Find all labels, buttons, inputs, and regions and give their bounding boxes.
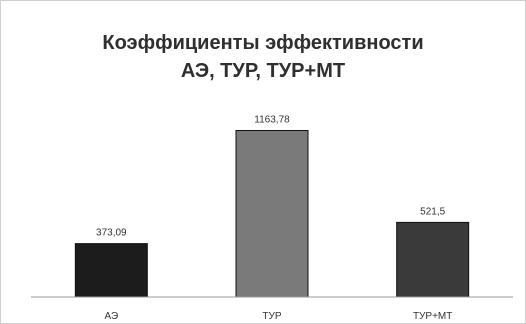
bar-0 [74,243,148,298]
chart-title-line-2: АЭ, ТУР, ТУР+МТ [180,60,346,82]
x-tick-label-1: ТУР [262,311,281,322]
chart-title-line-1: Коэффициенты эффективности [102,32,424,54]
value-label-1: 1163,78 [254,114,290,125]
bar-2 [396,221,470,298]
value-label-0: 373,09 [96,228,127,239]
chart-title: Коэффициенты эффективности АЭ, ТУР, ТУР+… [1,29,525,85]
value-label-2: 521,5 [420,206,445,217]
x-tick-label-2: ТУР+МТ [413,311,452,322]
x-tick-label-0: АЭ [105,311,119,322]
bar-1 [235,129,309,298]
